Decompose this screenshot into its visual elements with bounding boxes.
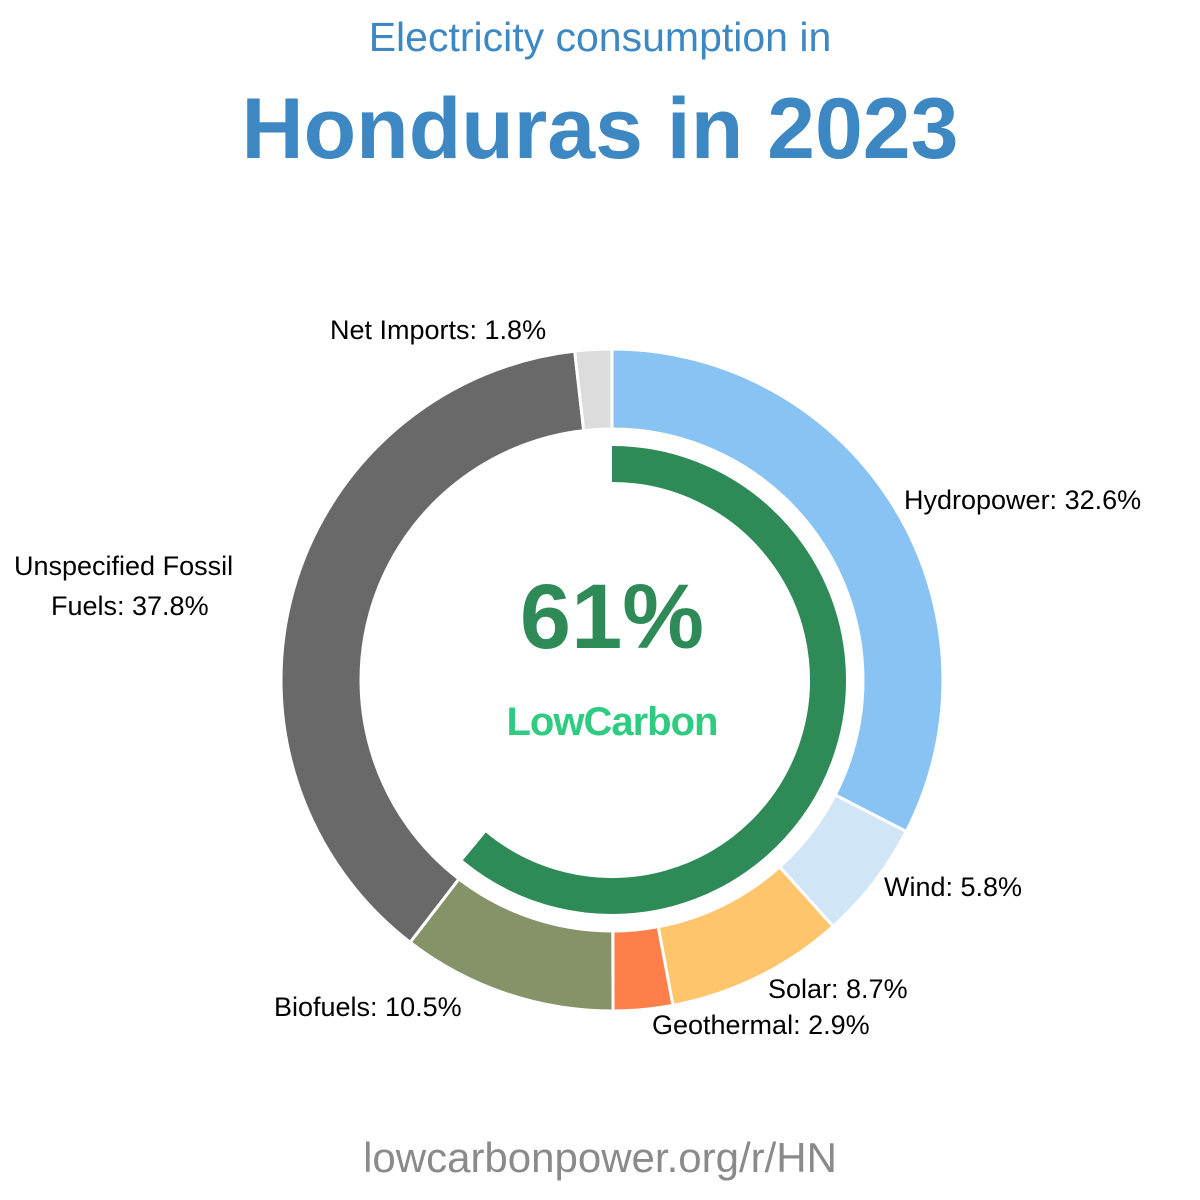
label-fossil-line1: Unspecified Fossil — [14, 551, 234, 581]
chart-title: Honduras in 2023 — [241, 81, 959, 177]
label-solar: Solar: 8.7% — [768, 974, 908, 1004]
label-biofuels: Biofuels: 10.5% — [274, 992, 462, 1022]
low-carbon-percentage: 61% — [519, 566, 705, 668]
source-url: lowcarbonpower.org/r/HN — [363, 1134, 837, 1181]
donut-segment-net-imports — [573, 347, 614, 433]
label-wind: Wind: 5.8% — [884, 872, 1023, 902]
label-net-imports: Net Imports: 1.8% — [330, 315, 547, 345]
donut-segment-hydropower — [610, 347, 945, 834]
lowcarbon-logo: LowCarbon — [506, 700, 719, 744]
label-geothermal: Geothermal: 2.9% — [652, 1010, 870, 1040]
label-hydropower: Hydropower: 32.6% — [904, 485, 1142, 515]
donut-segment-unspecified-fossil-fuels — [279, 349, 586, 945]
low-carbon-progress-arc — [462, 446, 846, 914]
chart-subtitle: Electricity consumption in — [368, 14, 832, 60]
label-fossil-line2: Fuels: 37.8% — [51, 591, 209, 621]
